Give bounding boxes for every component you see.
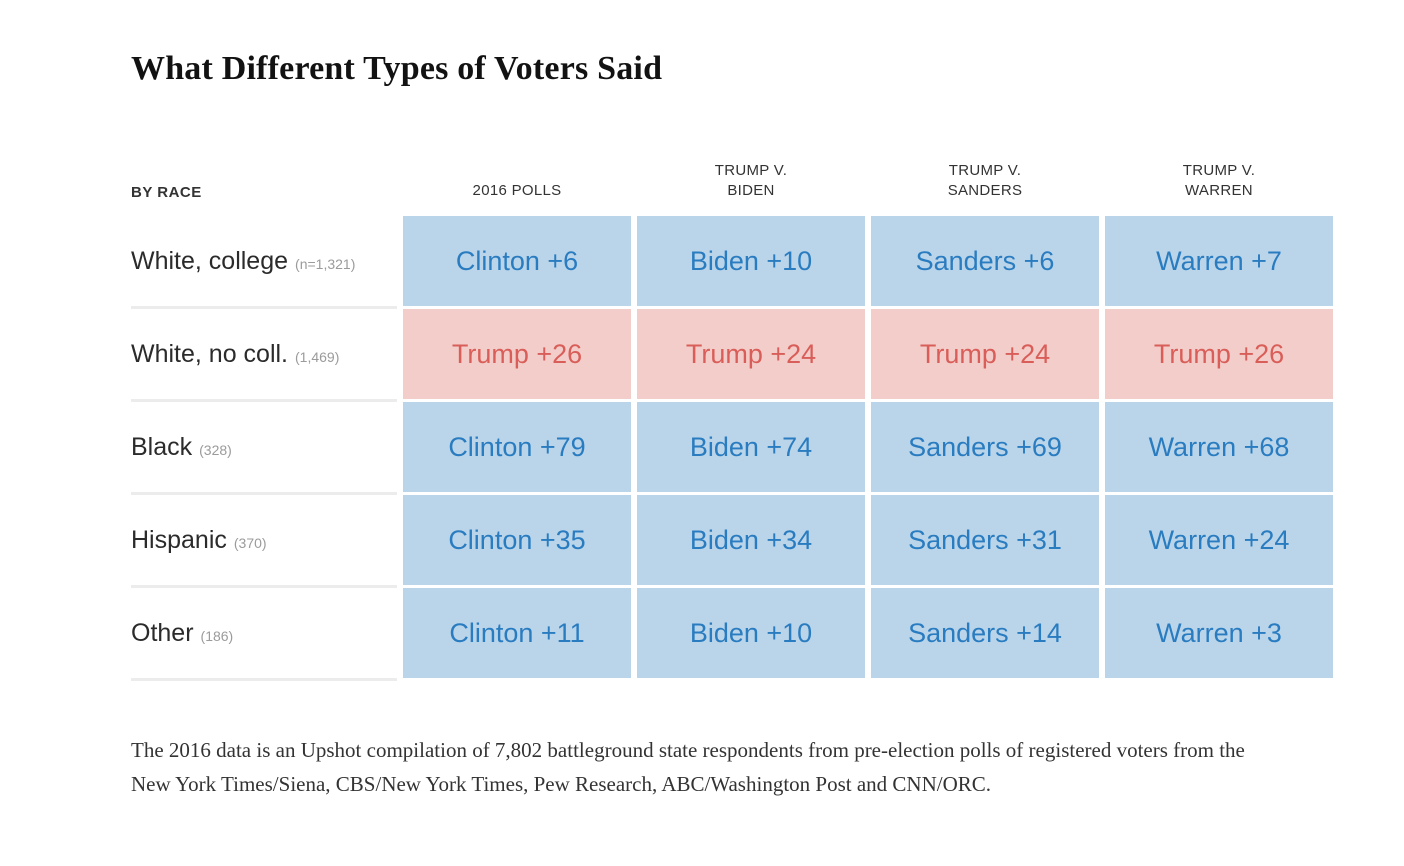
result-cell: Sanders +6: [871, 216, 1099, 306]
result-cell: Biden +34: [637, 495, 865, 585]
column-header-2016-polls: 2016 POLLS: [403, 146, 631, 213]
row-group-header: BY RACE: [131, 184, 202, 201]
result-cell: Warren +3: [1105, 588, 1333, 678]
row-label-text: White, college: [131, 246, 289, 275]
row-label-text: Black: [131, 432, 193, 461]
column-header-line: TRUMP V.: [714, 162, 788, 179]
sample-size-note: (328): [199, 441, 232, 458]
result-cell: Biden +10: [637, 588, 865, 678]
result-cell: Sanders +31: [871, 495, 1099, 585]
row-label: Other (186): [131, 588, 397, 681]
column-header-line: BIDEN: [727, 182, 775, 199]
result-cell: Sanders +69: [871, 402, 1099, 492]
result-cell: Trump +24: [871, 309, 1099, 399]
column-header-trump-v-sanders: TRUMP V. SANDERS: [871, 146, 1099, 213]
row-label: Black (328): [131, 402, 397, 495]
source-footnote: The 2016 data is an Upshot compilation o…: [131, 738, 1245, 796]
result-cell: Sanders +14: [871, 588, 1099, 678]
result-cell: Warren +24: [1105, 495, 1333, 585]
row-label: White, no coll. (1,469): [131, 309, 397, 402]
row-label-text: Other: [131, 618, 194, 647]
row-label: White, college (n=1,321): [131, 216, 397, 309]
column-header-line: TRUMP V.: [1182, 162, 1256, 179]
column-header-line: WARREN: [1185, 182, 1253, 199]
result-cell: Biden +10: [637, 216, 865, 306]
sample-size-note: (n=1,321): [295, 255, 356, 272]
result-cell: Warren +7: [1105, 216, 1333, 306]
row-label-text: White, no coll.: [131, 339, 289, 368]
column-header-trump-v-warren: TRUMP V. WARREN: [1105, 146, 1333, 213]
column-header-line: 2016 POLLS: [472, 182, 562, 199]
result-cell: Trump +24: [637, 309, 865, 399]
poll-results-table: BY RACE 2016 POLLS TRUMP V. BIDEN TRUMP …: [131, 146, 1333, 681]
sample-size-note: (186): [200, 627, 234, 644]
result-cell: Biden +74: [637, 402, 865, 492]
result-cell: Trump +26: [403, 309, 631, 399]
result-cell: Trump +26: [1105, 309, 1333, 399]
column-header-trump-v-biden: TRUMP V. BIDEN: [637, 146, 865, 213]
sample-size-note: (370): [233, 534, 267, 551]
page-title: What Different Types of Voters Said: [131, 50, 663, 87]
sample-size-note: (1,469): [295, 348, 340, 365]
result-cell: Clinton +35: [403, 495, 631, 585]
result-cell: Clinton +11: [403, 588, 631, 678]
result-cell: Warren +68: [1105, 402, 1333, 492]
result-cell: Clinton +79: [403, 402, 631, 492]
result-cell: Clinton +6: [403, 216, 631, 306]
column-header-line: SANDERS: [947, 182, 1023, 199]
article-graphic: What Different Types of Voters Said BY R…: [131, 50, 1333, 796]
column-header-line: TRUMP V.: [948, 162, 1022, 179]
row-label: Hispanic (370): [131, 495, 397, 588]
row-label-text: Hispanic: [131, 525, 227, 554]
